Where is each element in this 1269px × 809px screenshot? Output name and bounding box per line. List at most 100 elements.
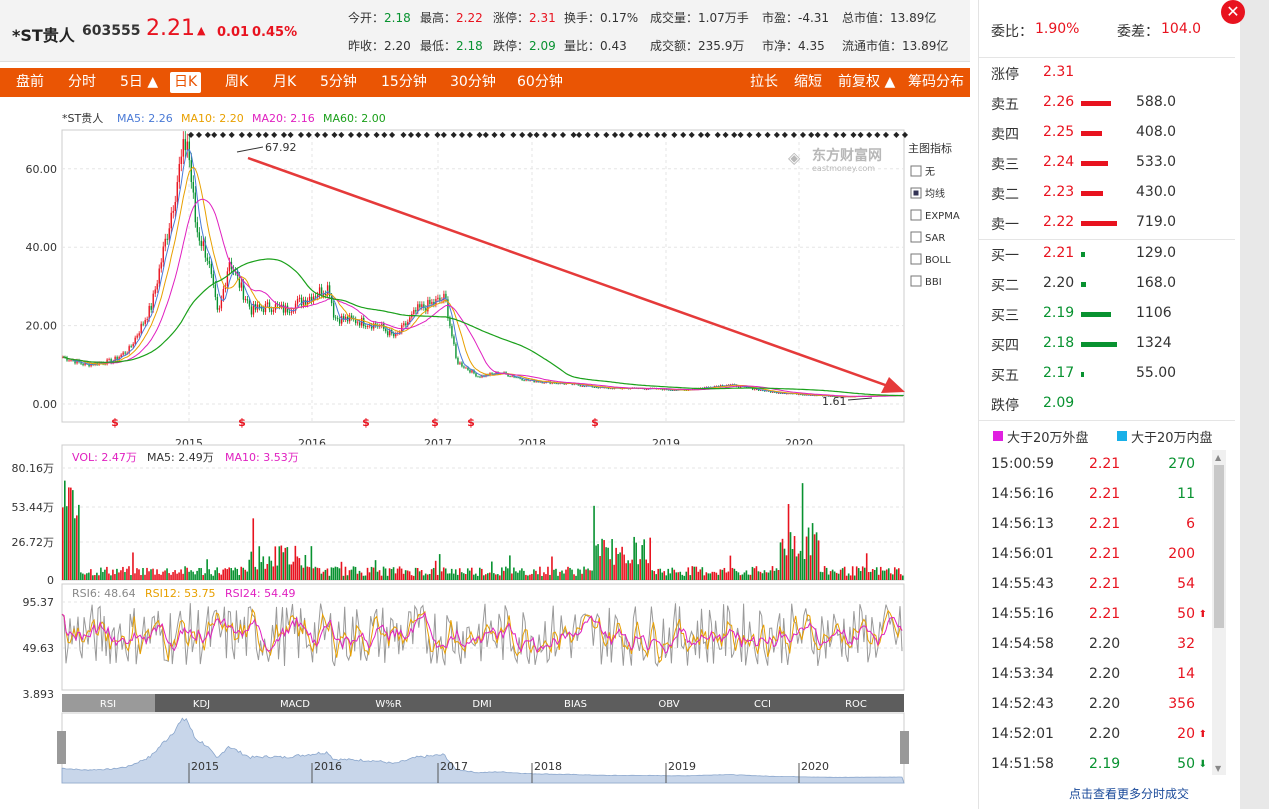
- event-marker-icon[interactable]: ◆: [874, 130, 881, 139]
- tab-right-0[interactable]: 拉长: [750, 74, 778, 90]
- dividend-marker-icon[interactable]: $: [238, 416, 246, 429]
- event-marker-icon[interactable]: ◆: [808, 130, 815, 139]
- scroll-down-icon[interactable]: ▼: [1215, 764, 1222, 773]
- tab-3[interactable]: 日K: [170, 72, 202, 93]
- event-marker-icon[interactable]: ◆: [322, 130, 329, 139]
- event-marker-icon[interactable]: ◆: [271, 130, 278, 139]
- tab-right-1[interactable]: 缩短: [794, 74, 822, 90]
- navigator-right-handle[interactable]: [900, 731, 909, 764]
- kline-chart-area[interactable]: 60.00 40.00 20.00 0.00 2015 2016 2017 2018 2019 2…: [0, 100, 975, 800]
- event-marker-icon[interactable]: ◆: [314, 130, 321, 139]
- event-marker-icon[interactable]: ◆: [348, 130, 355, 139]
- event-marker-icon[interactable]: ◆: [400, 130, 407, 139]
- rsi-panel[interactable]: 95.37 49.63 3.893 RSI6: 48.64 RSI12: 53.75 RS…: [23, 583, 905, 701]
- indicator-tab[interactable]: DMI: [472, 699, 491, 710]
- event-marker-icon[interactable]: ◆: [500, 130, 507, 139]
- event-marker-icon[interactable]: ◆: [603, 130, 610, 139]
- event-marker-icon[interactable]: ◆: [247, 130, 254, 139]
- navigator-left-handle[interactable]: [57, 731, 66, 764]
- event-marker-icon[interactable]: ◆: [765, 130, 772, 139]
- indicator-checkbox[interactable]: [910, 209, 922, 221]
- event-marker-icon[interactable]: ◆: [510, 130, 517, 139]
- event-marker-icon[interactable]: ◆: [298, 130, 305, 139]
- indicator-checkbox[interactable]: [910, 253, 922, 265]
- event-marker-icon[interactable]: ◆: [840, 130, 847, 139]
- indicator-label[interactable]: BBI: [925, 277, 942, 288]
- tab-6[interactable]: 5分钟: [320, 74, 357, 90]
- event-marker-icon[interactable]: ◆: [782, 130, 789, 139]
- close-icon[interactable]: ✕: [1221, 0, 1245, 24]
- event-marker-icon[interactable]: ◆: [585, 130, 592, 139]
- more-ticks-link[interactable]: 点击查看更多分时成交: [1069, 787, 1190, 801]
- event-marker-icon[interactable]: ◆: [902, 130, 909, 139]
- event-marker-icon[interactable]: ◆: [893, 130, 900, 139]
- indicator-tab[interactable]: W%R: [375, 699, 401, 710]
- event-marker-icon[interactable]: ◆: [467, 130, 474, 139]
- scroll-up-icon[interactable]: ▲: [1215, 453, 1222, 462]
- event-marker-icon[interactable]: ◆: [220, 130, 227, 139]
- event-marker-icon[interactable]: ◆: [451, 130, 458, 139]
- indicator-label[interactable]: EXPMA: [925, 211, 960, 222]
- scroll-thumb[interactable]: [1214, 465, 1224, 628]
- indicator-checkbox[interactable]: [910, 165, 922, 177]
- tab-0[interactable]: 盘前: [16, 74, 44, 90]
- tab-9[interactable]: 60分钟: [517, 74, 563, 90]
- event-marker-icon[interactable]: ◆: [738, 130, 745, 139]
- tab-2[interactable]: 5日 ▲: [120, 74, 159, 90]
- event-marker-icon[interactable]: ◆: [722, 130, 729, 139]
- event-marker-icon[interactable]: ◆: [281, 130, 288, 139]
- event-marker-icon[interactable]: ◆: [196, 130, 203, 139]
- event-marker-icon[interactable]: ◆: [594, 130, 601, 139]
- event-marker-icon[interactable]: ◆: [338, 130, 345, 139]
- event-marker-icon[interactable]: ◆: [441, 130, 448, 139]
- dividend-marker-icon[interactable]: $: [362, 416, 370, 429]
- indicator-tab[interactable]: ROC: [845, 699, 867, 710]
- event-marker-icon[interactable]: ◆: [815, 130, 822, 139]
- event-marker-icon[interactable]: ◆: [306, 130, 313, 139]
- event-marker-icon[interactable]: ◆: [866, 130, 873, 139]
- event-marker-icon[interactable]: ◆: [661, 130, 668, 139]
- event-marker-icon[interactable]: ◆: [800, 130, 807, 139]
- event-marker-icon[interactable]: ◆: [483, 130, 490, 139]
- event-marker-icon[interactable]: ◆: [698, 130, 705, 139]
- dividend-marker-icon[interactable]: $: [111, 416, 119, 429]
- event-marker-icon[interactable]: ◆: [850, 130, 857, 139]
- tab-right-3[interactable]: 筹码分布: [908, 74, 964, 90]
- indicator-tab[interactable]: RSI: [100, 699, 116, 710]
- event-marker-icon[interactable]: ◆: [715, 130, 722, 139]
- event-marker-icon[interactable]: ◆: [542, 130, 549, 139]
- event-marker-icon[interactable]: ◆: [519, 130, 526, 139]
- event-marker-icon[interactable]: ◆: [654, 130, 661, 139]
- event-marker-icon[interactable]: ◆: [551, 130, 558, 139]
- event-marker-icon[interactable]: ◆: [288, 130, 295, 139]
- event-marker-icon[interactable]: ◆: [731, 130, 738, 139]
- event-marker-icon[interactable]: ◆: [576, 130, 583, 139]
- indicator-tab[interactable]: BIAS: [564, 699, 587, 710]
- event-marker-icon[interactable]: ◆: [612, 130, 619, 139]
- event-marker-icon[interactable]: ◆: [229, 130, 236, 139]
- dividend-marker-icon[interactable]: $: [431, 416, 439, 429]
- indicator-label[interactable]: BOLL: [925, 255, 951, 266]
- event-marker-icon[interactable]: ◆: [619, 130, 626, 139]
- event-marker-icon[interactable]: ◆: [823, 130, 830, 139]
- indicator-tab[interactable]: KDJ: [193, 699, 210, 710]
- tab-1[interactable]: 分时: [68, 74, 96, 90]
- event-marker-icon[interactable]: ◆: [680, 130, 687, 139]
- indicator-label[interactable]: 无: [925, 167, 935, 178]
- dividend-marker-icon[interactable]: $: [591, 416, 599, 429]
- event-marker-icon[interactable]: ◆: [205, 130, 212, 139]
- volume-panel[interactable]: 80.16万 53.44万 26.72万 0 VOL: 2.47万 MA5: 2.49万 M…: [12, 444, 905, 587]
- event-marker-icon[interactable]: ◆: [746, 130, 753, 139]
- event-marker-icon[interactable]: ◆: [381, 130, 388, 139]
- event-marker-icon[interactable]: ◆: [331, 130, 338, 139]
- tab-7[interactable]: 15分钟: [381, 74, 427, 90]
- event-marker-icon[interactable]: ◆: [188, 130, 195, 139]
- tab-8[interactable]: 30分钟: [450, 74, 496, 90]
- event-marker-icon[interactable]: ◆: [774, 130, 781, 139]
- event-marker-icon[interactable]: ◆: [256, 130, 263, 139]
- event-marker-icon[interactable]: ◆: [374, 130, 381, 139]
- tab-4[interactable]: 周K: [225, 74, 249, 90]
- event-marker-icon[interactable]: ◆: [527, 130, 534, 139]
- indicator-label[interactable]: 均线: [925, 187, 945, 200]
- event-marker-icon[interactable]: ◆: [491, 130, 498, 139]
